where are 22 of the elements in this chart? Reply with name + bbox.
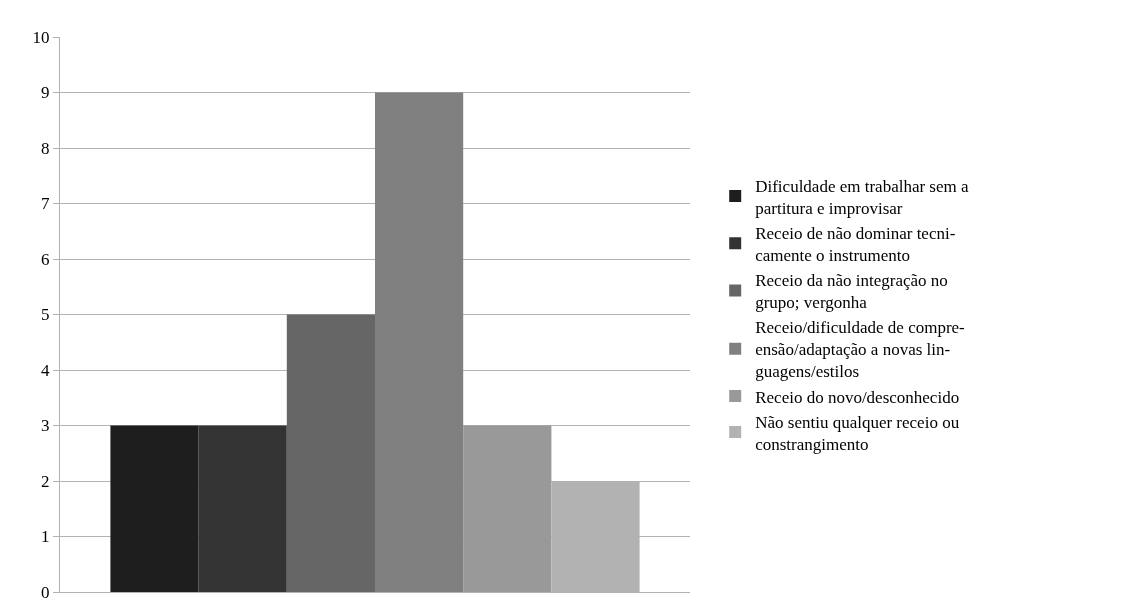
legend-label: Receio da não integração no grupo; vergonha [755,271,948,313]
y-tick-label: 2 [41,471,50,491]
y-tick-label: 8 [41,138,50,158]
y-tick-label: 5 [41,305,50,325]
y-tick-label: 7 [41,194,51,214]
y-tick-label: 4 [41,360,51,380]
legend-label: Receio do novo/desconhecido [755,387,960,407]
legend-label: Receio de não dominar tecni- camente o instrumento [755,223,956,265]
legend-label: Dificuldade em trabalhar sem a partitura e improvisar [755,176,969,218]
y-tick-label: 0 [41,582,50,602]
bar [110,425,199,592]
y-tick-label: 6 [41,249,50,269]
bar [375,92,464,592]
bar [463,425,552,592]
y-tick-label: 9 [41,83,50,103]
bar [286,314,375,592]
bar [198,425,287,592]
y-tick-label: 3 [41,416,50,436]
y-tick-label: 10 [32,27,50,47]
legend-label: Receio/dificuldade de compre- ensão/adaptação a novas lin- guagens/estilos [755,318,966,382]
legend-label: Não sentiu qualquer receio ou constrangimento [755,412,960,454]
y-tick-label: 1 [41,527,50,547]
